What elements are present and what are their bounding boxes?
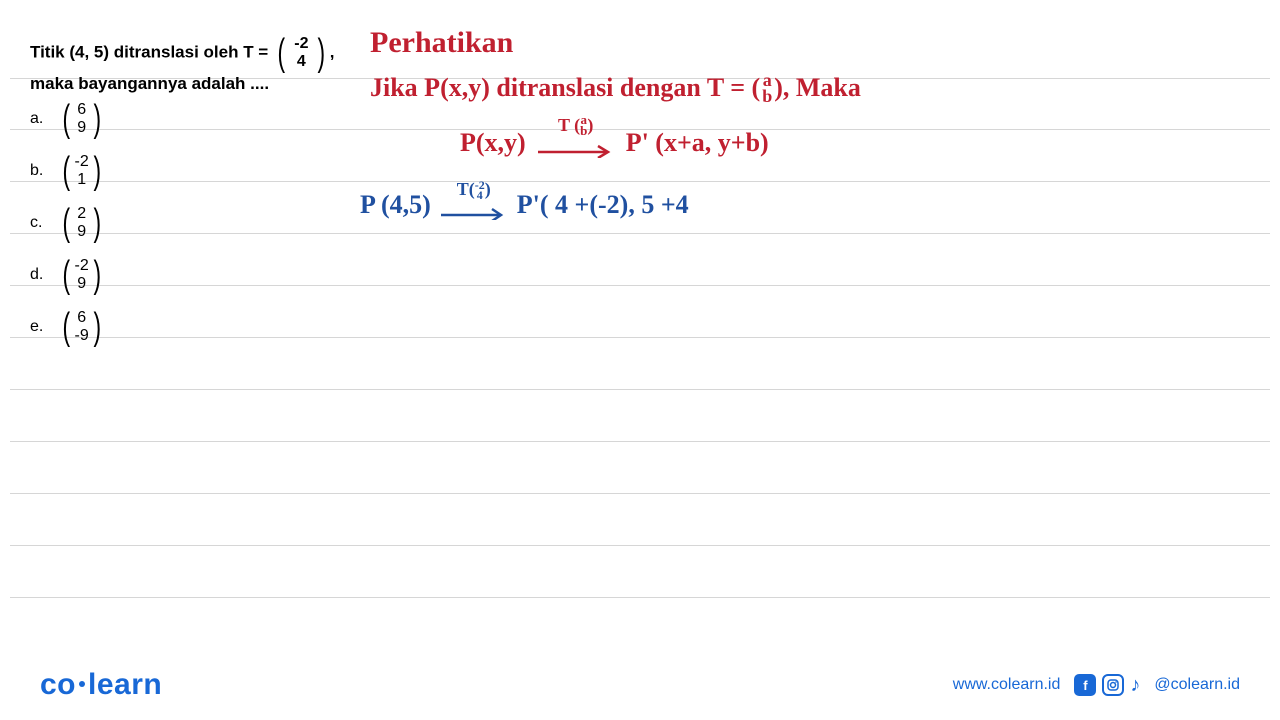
option-row: b.(-21) <box>30 152 105 190</box>
option-row: a.(69) <box>30 100 105 138</box>
vec-top: -2 <box>73 257 91 275</box>
logo-part-a: co <box>40 668 76 701</box>
vec-top: -2 <box>73 153 91 171</box>
arrow-icon <box>439 206 509 220</box>
hand-red-l2a: Jika P(x,y) ditranslasi dengan T = ( <box>370 73 760 103</box>
option-vector: (6-9) <box>58 308 105 346</box>
arrow-icon <box>536 142 616 158</box>
vec-bot: 9 <box>73 223 91 241</box>
logo-part-b: learn <box>88 668 162 701</box>
facebook-icon: f <box>1074 674 1096 696</box>
option-row: e.(6-9) <box>30 308 105 346</box>
option-row: c.(29) <box>30 204 105 242</box>
option-vector: (29) <box>58 204 105 242</box>
option-letter: d. <box>30 266 58 284</box>
footer-url: www.colearn.id <box>953 676 1061 694</box>
instagram-icon <box>1102 674 1124 696</box>
option-vector: (-29) <box>58 256 105 294</box>
hand-red-line3: P(x,y) T ( a b ) P' (x+a, y+b) <box>460 128 769 158</box>
footer-handle: @colearn.id <box>1154 676 1240 694</box>
option-letter: e. <box>30 318 58 336</box>
vec-top: 6 <box>73 101 91 119</box>
vec-top: -2 <box>292 35 310 53</box>
hand-blue-l1a: P (4,5) <box>360 190 431 220</box>
question-suffix: , <box>330 42 335 61</box>
vec-bot: 9 <box>73 119 91 137</box>
hand-red-line1: Perhatikan <box>370 26 513 60</box>
question-text: Titik (4, 5) ditranslasi oleh T = ( -2 4… <box>30 34 360 96</box>
vec-bot: 9 <box>73 275 91 293</box>
option-row: d.(-29) <box>30 256 105 294</box>
vec-bot: -9 <box>73 327 91 345</box>
hand-red-arrow-bot: b <box>580 125 587 136</box>
option-vector: (69) <box>58 100 105 138</box>
tiktok-icon: ♪ <box>1130 674 1140 697</box>
vec-bot: 4 <box>292 53 310 71</box>
brand-logo: colearn <box>40 668 162 702</box>
answer-options: a.(69) b.(-21) c.(29) d.(-29) e.(6-9) <box>30 100 105 360</box>
hand-red-l3b: P' (x+a, y+b) <box>626 128 769 158</box>
option-letter: c. <box>30 214 58 232</box>
hand-red-l3a: P(x,y) <box>460 128 526 158</box>
ruled-background <box>0 0 1280 720</box>
question-prefix: Titik (4, 5) ditranslasi oleh T = <box>30 42 268 61</box>
option-vector: (-21) <box>58 152 105 190</box>
vec-bot: 1 <box>73 171 91 189</box>
footer-right: www.colearn.id f ♪ @colearn.id <box>953 674 1240 697</box>
hand-blue-arrow-t: T( <box>457 179 475 200</box>
question-line2: maka bayangannya adalah .... <box>30 74 269 93</box>
question-vector: ( -2 4 ) <box>273 34 330 72</box>
vec-top: 6 <box>73 309 91 327</box>
hand-red-arrow-close: ) <box>587 115 593 136</box>
footer: colearn www.colearn.id f ♪ @colearn.id <box>0 668 1280 702</box>
option-letter: a. <box>30 110 58 128</box>
hand-red-line2: Jika P(x,y) ditranslasi dengan T = ( a b… <box>370 72 861 104</box>
hand-blue-arrow-bot: 4 <box>475 190 485 200</box>
logo-dot-icon <box>79 681 85 687</box>
hand-red-l2b: ), Maka <box>774 73 861 103</box>
hand-blue-line1: P (4,5) T( -2 4 ) P'( 4 +(-2), 5 +4 <box>360 190 689 220</box>
hand-red-arrow-t: T ( <box>558 115 580 136</box>
option-letter: b. <box>30 162 58 180</box>
hand-blue-l1b: P'( 4 +(-2), 5 +4 <box>517 190 689 220</box>
vec-top: 2 <box>73 205 91 223</box>
social-icons: f ♪ <box>1074 674 1140 697</box>
hand-red-l2-bot: b <box>762 88 772 104</box>
hand-blue-arrow-close: ) <box>485 179 491 200</box>
